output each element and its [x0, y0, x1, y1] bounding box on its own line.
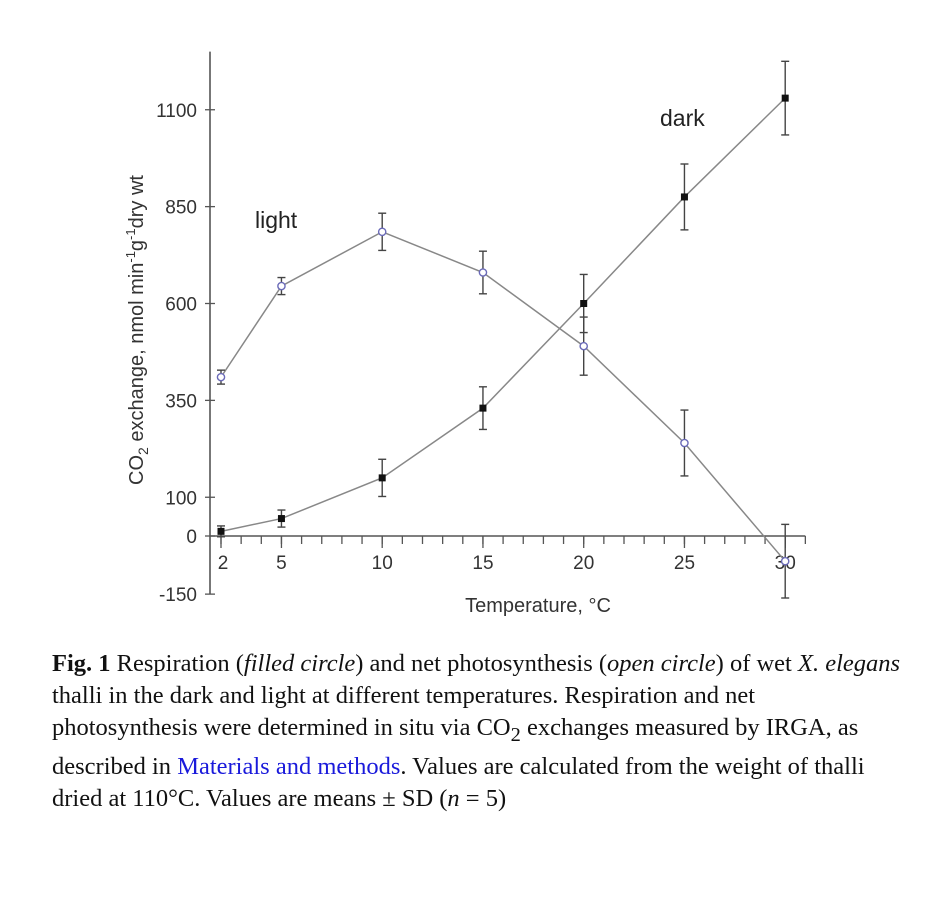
y-tick-label: 850: [165, 198, 197, 219]
data-point-dark: [277, 515, 285, 523]
y-tick-label: 0: [186, 527, 197, 548]
figure-label: Fig. 1: [52, 650, 111, 677]
series-label-dark: dark: [660, 105, 705, 131]
y-tick-label: -150: [159, 585, 197, 606]
data-point-light: [377, 227, 387, 237]
species-name: X. elegans: [797, 650, 901, 677]
y-tick-label: 100: [165, 488, 197, 509]
caption-text: ) and net photosynthesis (: [355, 650, 608, 677]
data-point-light: [780, 556, 790, 566]
caption-text: thalli in the dark and light at differen…: [52, 682, 756, 741]
caption-italic: open circle: [607, 650, 716, 677]
data-point-dark: [217, 527, 225, 535]
caption-italic: filled circle: [243, 650, 356, 677]
caption-text: Respiration (: [110, 650, 244, 677]
chart: -15001003506008501100251015202530 Temper…: [123, 51, 806, 617]
x-tick-label: 5: [276, 553, 287, 574]
y-tick-label: 350: [165, 391, 197, 412]
y-axis-label: CO2 exchange, nmol min-1g-1dry wt: [123, 175, 151, 485]
methods-link[interactable]: Materials and methods: [177, 752, 401, 780]
ticks: -15001003506008501100251015202530: [156, 101, 806, 606]
x-tick-label: 2: [218, 553, 229, 574]
data-point-light: [478, 268, 488, 277]
data-point-light: [579, 341, 589, 351]
x-tick-label: 10: [372, 553, 393, 574]
axes: [209, 51, 806, 595]
caption-text: exchanges measured by IRGA, as described…: [52, 714, 859, 780]
y-tick-label: 600: [165, 295, 197, 316]
series-line-dark: [220, 97, 786, 533]
x-tick-label: 25: [674, 553, 695, 574]
figure-caption: Fig. 1 Respiration (filled circle) and n…: [52, 648, 902, 815]
caption-italic: n: [447, 784, 460, 812]
data-point-dark: [479, 404, 487, 412]
series-label-light: light: [255, 207, 298, 233]
data-point-light: [680, 438, 689, 448]
x-tick-label: 15: [472, 553, 493, 574]
series-layer: [216, 60, 790, 599]
x-tick-label: 20: [573, 553, 594, 574]
caption-text: = 5): [459, 784, 507, 812]
caption-subscript: 2: [510, 723, 521, 746]
data-point-dark: [680, 193, 688, 201]
y-tick-label: 1100: [156, 101, 197, 122]
x-axis-label: Temperature, °C: [465, 595, 611, 617]
caption-text: ) of wet: [715, 650, 798, 677]
series-line-light: [220, 230, 786, 562]
data-point-light: [216, 372, 226, 382]
data-point-light: [277, 281, 286, 291]
data-point-dark: [378, 474, 386, 482]
data-point-dark: [580, 300, 588, 307]
data-point-dark: [781, 94, 789, 102]
caption-text: . Values are calculated from the weight …: [52, 752, 865, 812]
